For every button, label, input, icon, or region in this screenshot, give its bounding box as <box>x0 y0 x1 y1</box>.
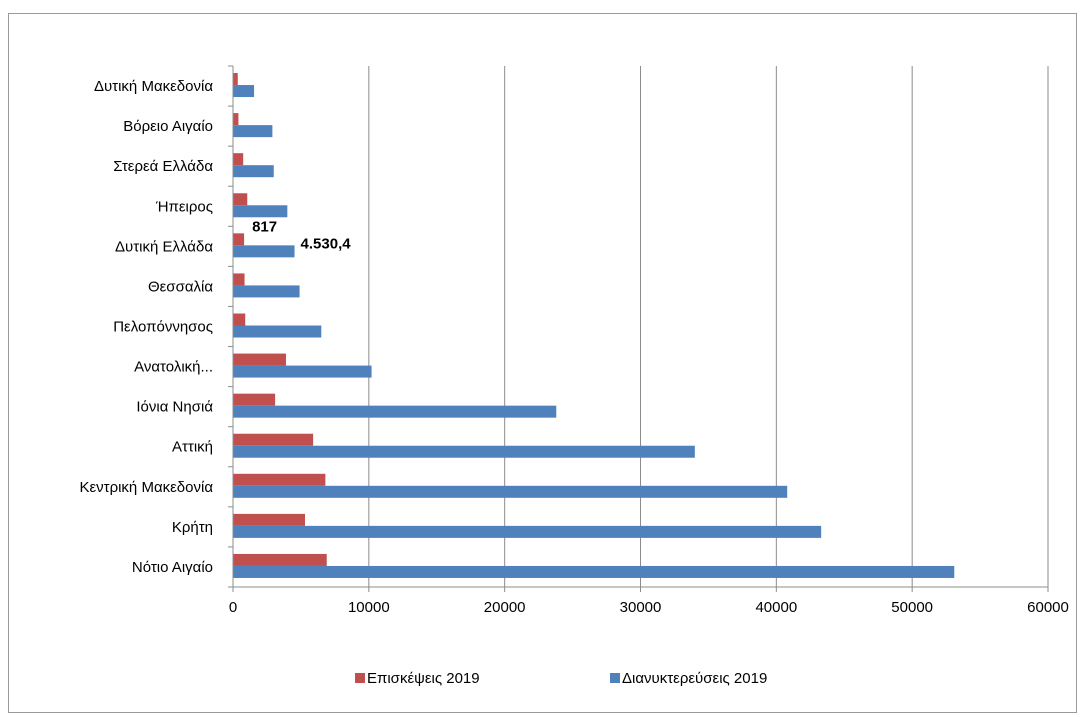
category-label: Αττική <box>172 439 213 456</box>
bar-visits <box>233 73 238 86</box>
bar-visits <box>233 473 326 486</box>
x-tick-label: 60000 <box>1027 599 1069 616</box>
bar-overnight-stays <box>233 245 295 258</box>
bar-overnight-stays <box>233 445 695 458</box>
bar-visits <box>233 513 305 526</box>
legend-swatch <box>610 673 620 683</box>
category-label: Δυτική Μακεδονία <box>94 78 213 95</box>
bar-overnight-stays <box>233 365 372 378</box>
bar-overnight-stays <box>233 165 274 178</box>
chart-frame: 0 10000 20000 30000 40000 50000 60000 Δυτική Μα… <box>8 13 1077 713</box>
x-tick-label: 40000 <box>755 599 797 616</box>
x-tick-label: 30000 <box>620 599 662 616</box>
bar-overnight-stays <box>233 325 322 338</box>
bar-visits <box>233 553 327 566</box>
bar-visits <box>233 273 245 286</box>
gridlines <box>368 66 1049 587</box>
bar-overnight-stays <box>233 285 300 298</box>
category-label: Στερεά Ελλάδα <box>113 158 213 175</box>
bar-visits <box>233 153 244 166</box>
category-label: Δυτική Ελλάδα <box>115 238 213 255</box>
bar-overnight-stays <box>233 205 288 218</box>
legend-swatch <box>355 673 365 683</box>
bar-visits <box>233 113 239 126</box>
bar-overnight-stays <box>233 85 255 98</box>
category-label: Ήπειρος <box>155 198 213 215</box>
category-label: Θεσσαλία <box>148 278 213 295</box>
category-label: Ανατολική... <box>134 359 213 376</box>
legend-label: Επισκέψεις 2019 <box>367 670 480 687</box>
category-label: Κεντρική Μακεδονία <box>79 479 213 496</box>
x-tick-label: 50000 <box>891 599 933 616</box>
axes <box>228 65 1049 592</box>
bar-visits <box>233 193 248 206</box>
category-label: Κρήτη <box>172 519 213 536</box>
data-label: 4.530,4 <box>301 235 352 252</box>
category-label: Νότιο Αιγαίο <box>132 559 213 576</box>
legend: Επισκέψεις 2019 Διανυκτερεύσεις 2019 <box>355 670 767 687</box>
category-label: Βόρειο Αιγαίο <box>123 118 213 135</box>
legend-label: Διανυκτερεύσεις 2019 <box>622 670 767 687</box>
bar-visits <box>233 233 245 246</box>
bar-visits <box>233 393 276 406</box>
bar-visits <box>233 353 286 366</box>
x-tick-label: 10000 <box>348 599 390 616</box>
x-tick-label: 20000 <box>484 599 526 616</box>
bar-visits <box>233 433 314 446</box>
labels: 0 10000 20000 30000 40000 50000 60000 Δυτική Μα… <box>79 78 1068 616</box>
category-label: Πελοπόννησος <box>113 319 213 336</box>
data-label: 817 <box>252 218 277 235</box>
category-label: Ιόνια Νησιά <box>136 399 213 416</box>
bar-visits <box>233 313 246 326</box>
bars <box>233 73 955 578</box>
x-tick-label: 0 <box>229 599 237 616</box>
bar-chart: 0 10000 20000 30000 40000 50000 60000 Δυτική Μα… <box>79 65 1069 687</box>
bar-overnight-stays <box>233 565 955 578</box>
bar-overnight-stays <box>233 525 822 538</box>
bar-overnight-stays <box>233 405 557 418</box>
bar-overnight-stays <box>233 125 273 138</box>
bar-overnight-stays <box>233 485 788 498</box>
